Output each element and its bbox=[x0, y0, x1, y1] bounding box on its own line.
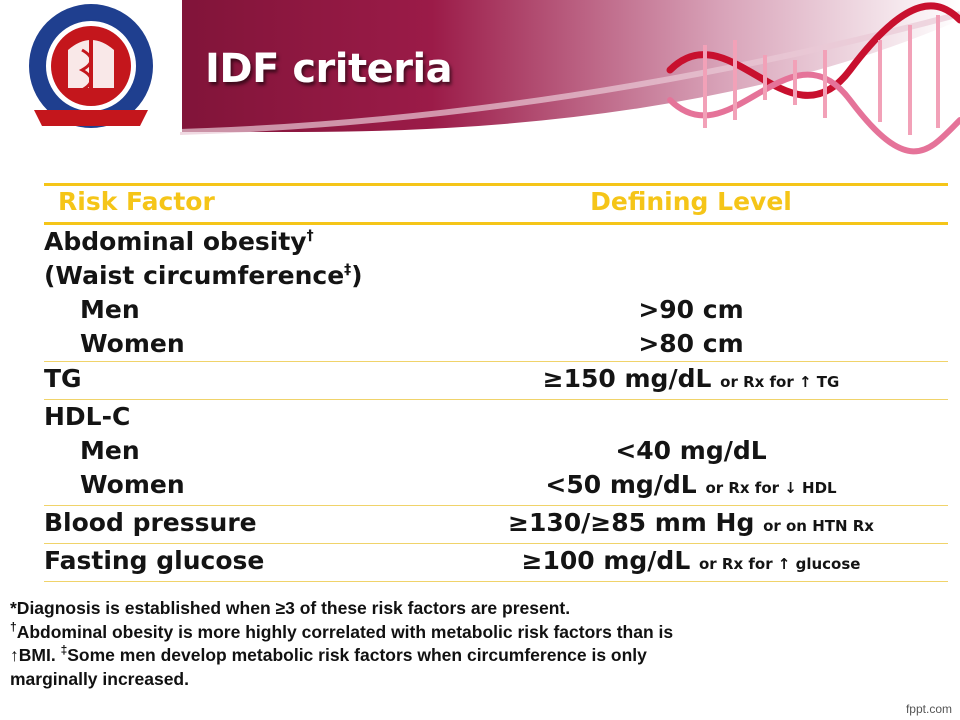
hdl-men-label: Men bbox=[80, 436, 140, 465]
header-defining-level: Defining Level bbox=[434, 183, 948, 225]
hdl-women-label: Women bbox=[80, 470, 185, 499]
university-logo bbox=[0, 0, 182, 132]
abdominal-women-label: Women bbox=[80, 329, 185, 358]
abdominal-men-value: >90 cm bbox=[638, 295, 744, 324]
table-row-blood-pressure: Blood pressure ≥130/≥85 mm Hg or on HTN … bbox=[44, 505, 948, 544]
abdominal-women-value: >80 cm bbox=[638, 329, 744, 358]
footnote-line-3-start: ↑BMI. bbox=[10, 645, 61, 665]
table-row-hdl: HDL-C Men Women <40 mg/dL <50 mg/dL or R… bbox=[44, 399, 948, 506]
table-row-fasting-glucose: Fasting glucose ≥100 mg/dL or Rx for ↑ g… bbox=[44, 543, 948, 582]
hdl-men-value: <40 mg/dL bbox=[615, 436, 767, 465]
bp-label: Blood pressure bbox=[44, 508, 257, 537]
hdl-label: HDL-C bbox=[44, 402, 131, 431]
footnote-line-1: *Diagnosis is established when ≥3 of the… bbox=[10, 598, 571, 618]
hdl-women-value: <50 mg/dL or Rx for ↓ HDL bbox=[545, 470, 837, 499]
table-row-tg: TG ≥150 mg/dL or Rx for ↑ TG bbox=[44, 361, 948, 400]
table-row-abdominal-obesity: Abdominal obesity† (Waist circumference‡… bbox=[44, 223, 948, 362]
footnote-line-3: Some men develop metabolic risk factors … bbox=[67, 645, 647, 665]
footnote: *Diagnosis is established when ≥3 of the… bbox=[10, 597, 950, 691]
footnote-line-2: Abdominal obesity is more highly correla… bbox=[16, 621, 674, 642]
bp-value: ≥130/≥85 mm Hg or on HTN Rx bbox=[508, 508, 874, 537]
header-risk-factor: Risk Factor bbox=[44, 183, 434, 225]
abdominal-obesity-label: Abdominal obesity† bbox=[44, 227, 314, 256]
dna-helix-graphic bbox=[666, 2, 960, 155]
table-header-row: Risk Factor Defining Level bbox=[44, 183, 948, 225]
slide-title: IDF criteria bbox=[205, 46, 453, 92]
footnote-line-4: marginally increased. bbox=[10, 668, 189, 689]
tg-value: ≥150 mg/dL or Rx for ↑ TG bbox=[542, 364, 840, 393]
idf-criteria-table: Risk Factor Defining Level Abdominal obe… bbox=[44, 183, 948, 582]
footnote-dagger: † bbox=[10, 619, 17, 634]
tg-label: TG bbox=[44, 364, 82, 393]
slide-header: IDF criteria bbox=[0, 0, 960, 160]
glucose-label: Fasting glucose bbox=[44, 546, 265, 575]
waist-circumference-label: (Waist circumference‡) bbox=[44, 261, 363, 290]
watermark: fppt.com bbox=[905, 702, 952, 716]
glucose-value: ≥100 mg/dL or Rx for ↑ glucose bbox=[521, 546, 861, 575]
footnote-double-dagger: ‡ bbox=[60, 643, 68, 657]
abdominal-men-label: Men bbox=[80, 295, 140, 324]
